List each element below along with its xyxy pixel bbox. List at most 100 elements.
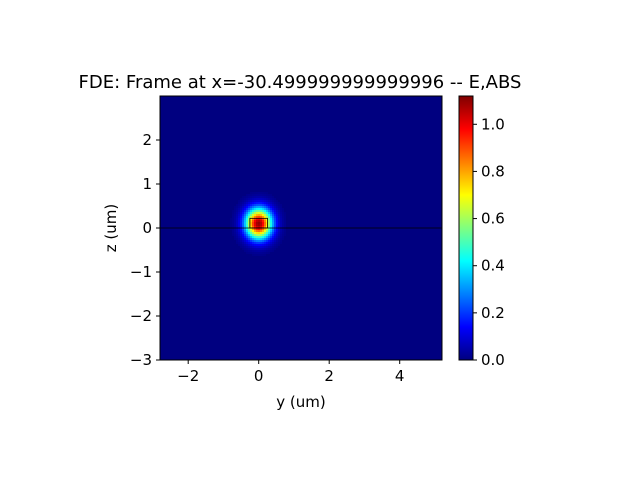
heatmap-cell (234, 234, 236, 236)
colorbar-tick-label: 0.2 (481, 304, 505, 322)
colorbar-segment (459, 155, 473, 157)
heatmap-cell (260, 242, 262, 244)
heatmap-cell (270, 242, 272, 244)
colorbar-segment (459, 226, 473, 228)
heatmap-cell (262, 234, 264, 236)
heatmap-cell (266, 192, 268, 194)
heatmap-cell (260, 224, 262, 226)
colorbar-segment (459, 215, 473, 217)
colorbar-segment (459, 244, 473, 246)
heatmap-cell (268, 218, 270, 220)
heatmap-cell (278, 242, 280, 244)
colorbar-segment (459, 317, 473, 319)
heatmap-cell (258, 220, 260, 222)
colorbar-segment (459, 308, 473, 310)
heatmap-cell (246, 208, 248, 210)
heatmap-cell (256, 194, 258, 196)
colorbar-segment (459, 249, 473, 251)
heatmap-cell (266, 240, 268, 242)
heatmap-cell (282, 218, 284, 220)
heatmap-cell (258, 248, 260, 250)
colorbar-segment (459, 342, 473, 344)
heatmap-cell (262, 242, 264, 244)
heatmap-cell (254, 216, 256, 218)
heatmap-cell (230, 220, 232, 222)
heatmap-cell (254, 228, 256, 230)
heatmap-cell (246, 232, 248, 234)
heatmap-cell (260, 196, 262, 198)
heatmap-cell (248, 224, 250, 226)
heatmap-cell (248, 198, 250, 200)
heatmap-cell (274, 246, 276, 248)
colorbar-segment (459, 170, 473, 172)
heatmap-cell (280, 220, 282, 222)
heatmap-cell (252, 228, 254, 230)
colorbar-segment (459, 354, 473, 356)
heatmap-cell (244, 210, 246, 212)
colorbar-segment (459, 248, 473, 250)
colorbar-segment (459, 114, 473, 116)
heatmap-cell (236, 236, 238, 238)
heatmap-cell (280, 240, 282, 242)
heatmap-cell (260, 214, 262, 216)
heatmap-cell (246, 218, 248, 220)
heatmap-cell (244, 198, 246, 200)
heatmap-cell (268, 194, 270, 196)
heatmap-cell (270, 200, 272, 202)
heatmap-cell (256, 252, 258, 254)
heatmap-cell (238, 200, 240, 202)
heatmap-cell (256, 248, 258, 250)
heatmap-cell (284, 230, 286, 232)
heatmap-cell (242, 208, 244, 210)
heatmap-cell (246, 246, 248, 248)
colorbar-segment (459, 250, 473, 252)
heatmap-cell (274, 228, 276, 230)
colorbar-segment (459, 141, 473, 143)
heatmap-cell (276, 240, 278, 242)
heatmap-cell (258, 218, 260, 220)
heatmap-cell (260, 204, 262, 206)
colorbar-segment (459, 171, 473, 173)
heatmap-cell (260, 212, 262, 214)
heatmap-cell (274, 218, 276, 220)
heatmap-cell (256, 196, 258, 198)
heatmap-cell (276, 224, 278, 226)
colorbar-segment (459, 163, 473, 165)
colorbar-segment (459, 113, 473, 115)
heatmap-cell (256, 204, 258, 206)
heatmap-cell (284, 220, 286, 222)
heatmap-cell (284, 228, 286, 230)
heatmap-cell (278, 224, 280, 226)
heatmap-cell (232, 220, 234, 222)
colorbar-segment (459, 219, 473, 221)
heatmap-cell (232, 228, 234, 230)
heatmap-cell (246, 230, 248, 232)
heatmap-cell (250, 248, 252, 250)
colorbar-segment (459, 321, 473, 323)
heatmap-cell (238, 214, 240, 216)
heatmap-cell (266, 220, 268, 222)
heatmap-cell (270, 210, 272, 212)
heatmap-cell (238, 230, 240, 232)
heatmap-cell (260, 234, 262, 236)
heatmap-cell (242, 220, 244, 222)
heatmap-cell (244, 238, 246, 240)
heatmap-cell (248, 196, 250, 198)
heatmap-cell (276, 226, 278, 228)
colorbar-segment (459, 146, 473, 148)
colorbar-segment (459, 307, 473, 309)
colorbar-segment (459, 191, 473, 193)
colorbar-segment (459, 261, 473, 263)
heatmap-cell (270, 198, 272, 200)
heatmap-cell (254, 222, 256, 224)
colorbar-tick-label: 0.4 (481, 257, 505, 275)
colorbar-segment (459, 160, 473, 162)
colorbar-segment (459, 116, 473, 118)
heatmap-cell (234, 216, 236, 218)
colorbar-segment (459, 339, 473, 341)
colorbar-segment (459, 134, 473, 136)
colorbar-segment (459, 216, 473, 218)
heatmap-cell (262, 250, 264, 252)
heatmap-cell (256, 216, 258, 218)
heatmap-cell (262, 212, 264, 214)
